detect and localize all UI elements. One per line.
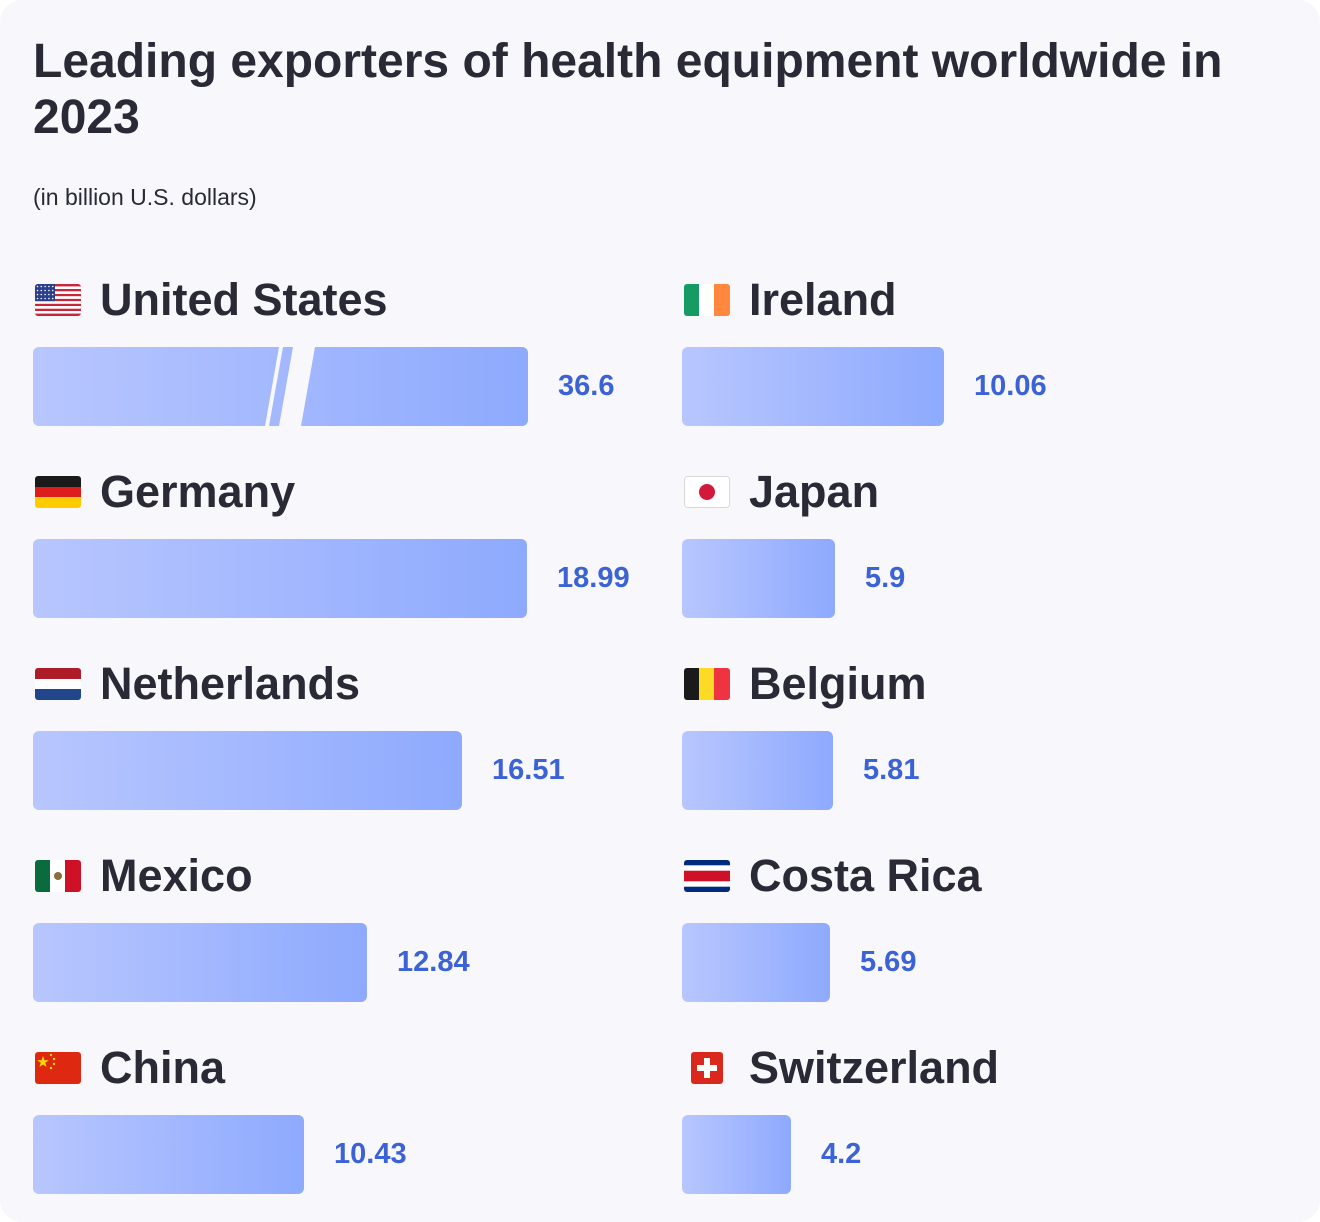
- flag-icon-wrap: [682, 282, 732, 318]
- category-label: Netherlands: [100, 658, 361, 709]
- japan-flag-icon: [684, 476, 730, 508]
- flag-icon-wrap: [33, 282, 83, 318]
- flag-icon-wrap: [682, 858, 732, 894]
- country-label-row: Netherlands: [33, 656, 360, 712]
- category-label: China: [100, 1042, 226, 1093]
- china-flag-icon: [35, 1052, 81, 1084]
- bar: [682, 731, 833, 810]
- ireland-flag-icon: [684, 284, 730, 316]
- bar-item: Germany 18.99: [33, 464, 653, 634]
- flag-icon-wrap: [682, 1050, 732, 1086]
- bar: [33, 1115, 304, 1194]
- chart-subtitle: (in billion U.S. dollars): [33, 184, 257, 210]
- value-label: 12.84: [397, 946, 470, 978]
- value-label: 16.51: [492, 754, 565, 786]
- bar: [33, 539, 527, 618]
- bar-item: Mexico 12.84: [33, 848, 653, 1018]
- country-label-row: Belgium: [682, 656, 927, 712]
- country-label-row: Japan: [682, 464, 879, 520]
- category-label: Belgium: [749, 658, 927, 709]
- belgium-flag-icon: [684, 668, 730, 700]
- bar-item: Japan 5.9: [682, 464, 1302, 634]
- axis-break-marks: [265, 347, 315, 426]
- country-label-row: Germany: [33, 464, 295, 520]
- category-label: Ireland: [749, 274, 897, 325]
- bar-item: Ireland 10.06: [682, 272, 1302, 442]
- bar: [33, 923, 367, 1002]
- flag-icon-wrap: [682, 474, 732, 510]
- category-label: Mexico: [100, 850, 253, 901]
- value-label: 5.9: [865, 562, 906, 594]
- netherlands-flag-icon: [35, 668, 81, 700]
- bar-item: United States 36.6: [33, 272, 653, 442]
- costa-rica-flag-icon: [684, 860, 730, 892]
- bar: [682, 923, 830, 1002]
- category-label: Germany: [100, 466, 296, 517]
- country-label-row: Costa Rica: [682, 848, 982, 904]
- value-label: 10.43: [334, 1138, 407, 1170]
- category-label: Costa Rica: [749, 850, 982, 901]
- chart-title: Leading exporters of health equipment wo…: [33, 35, 1223, 144]
- germany-flag-icon: [35, 476, 81, 508]
- country-label-row: United States: [33, 272, 388, 328]
- flag-icon-wrap: [33, 474, 83, 510]
- country-label-row: Mexico: [33, 848, 253, 904]
- category-label: Japan: [749, 466, 880, 517]
- value-label: 5.81: [863, 754, 920, 786]
- bar: [682, 347, 944, 426]
- value-label: 10.06: [974, 370, 1047, 402]
- bar: [33, 347, 528, 426]
- country-label-row: China: [33, 1040, 225, 1096]
- bar-item: Costa Rica 5.69: [682, 848, 1302, 1018]
- switzerland-flag-icon: [691, 1052, 723, 1084]
- value-label: 5.69: [860, 946, 917, 978]
- value-label: 18.99: [557, 562, 630, 594]
- country-label-row: Switzerland: [682, 1040, 999, 1096]
- flag-icon-wrap: [33, 858, 83, 894]
- category-label: United States: [100, 274, 388, 325]
- category-label: Switzerland: [749, 1042, 1000, 1093]
- bar-item: Netherlands 16.51: [33, 656, 653, 826]
- bar: [682, 1115, 791, 1194]
- bar-item: China 10.43: [33, 1040, 653, 1210]
- bar-item: Belgium 5.81: [682, 656, 1302, 826]
- country-label-row: Ireland: [682, 272, 897, 328]
- value-label: 4.2: [821, 1138, 862, 1170]
- flag-icon-wrap: [33, 666, 83, 702]
- us-flag-icon: [35, 284, 81, 316]
- mexico-flag-icon: [35, 860, 81, 892]
- bar-item: Switzerland 4.2: [682, 1040, 1302, 1210]
- bar: [33, 731, 462, 810]
- flag-icon-wrap: [33, 1050, 83, 1086]
- flag-icon-wrap: [682, 666, 732, 702]
- bar: [682, 539, 835, 618]
- value-label: 36.6: [558, 370, 615, 402]
